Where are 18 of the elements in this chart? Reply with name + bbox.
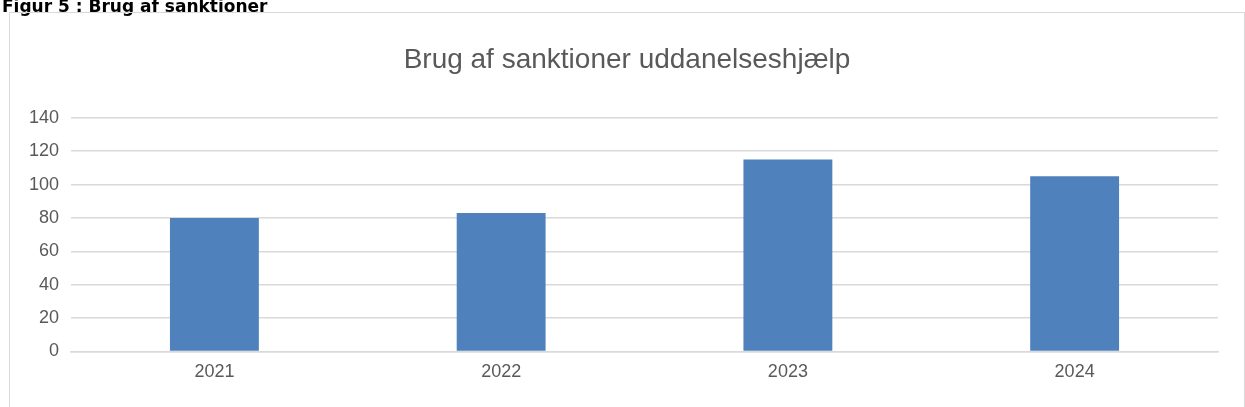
y-tick-label: 100 xyxy=(28,173,60,194)
bar xyxy=(743,159,833,351)
x-tick-label: 2024 xyxy=(1054,361,1095,382)
y-tick-label: 40 xyxy=(39,273,60,294)
bar xyxy=(169,217,259,351)
y-tick-label: 80 xyxy=(39,206,60,227)
x-tick-label: 2023 xyxy=(767,361,808,382)
chart-title: Brug af sanktioner uddanelseshjælp xyxy=(402,43,852,75)
x-tick-label: 2021 xyxy=(194,361,235,382)
y-tick-label: 140 xyxy=(28,106,60,127)
text: Figur 5 : Brug af sanktioner xyxy=(2,0,268,16)
y-tick-label: 60 xyxy=(39,240,60,261)
y-tick-label: 120 xyxy=(28,140,60,161)
y-tick-label: 20 xyxy=(39,307,60,327)
bar xyxy=(456,212,546,351)
bar xyxy=(1030,176,1120,351)
x-tick-label: 2022 xyxy=(481,361,522,382)
y-tick-label: 0 xyxy=(49,340,60,361)
